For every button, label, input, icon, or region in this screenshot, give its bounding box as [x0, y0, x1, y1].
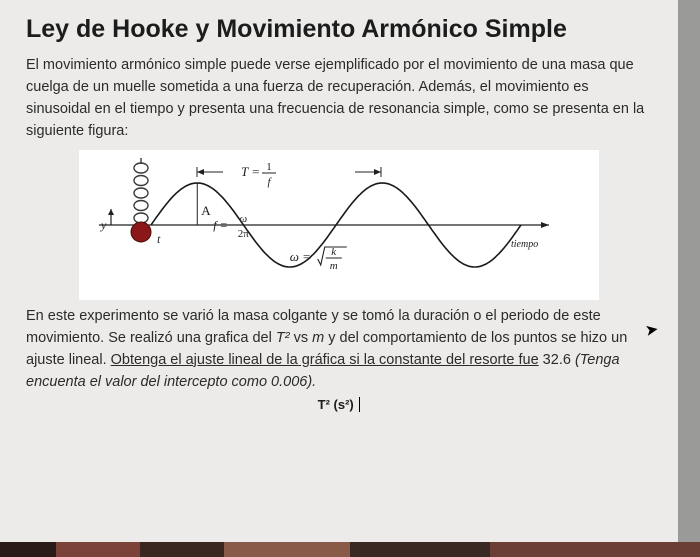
text: 32.6 — [539, 352, 575, 368]
svg-text:ω =: ω = — [290, 249, 311, 264]
svg-text:tiempo: tiempo — [511, 239, 538, 250]
task-underlined: Obtenga el ajuste lineal de la gráfica s… — [111, 352, 539, 368]
t2-s2-label: T² (s²) — [318, 397, 354, 412]
text: vs — [290, 330, 313, 346]
background-edge — [0, 542, 700, 557]
intro-paragraph: El movimiento armónico simple puede vers… — [26, 55, 652, 142]
column-header: T² (s²) — [26, 397, 652, 412]
svg-text:y: y — [100, 218, 107, 232]
svg-text:2π: 2π — [238, 228, 250, 240]
svg-text:1: 1 — [266, 161, 272, 173]
task-paragraph: En este experimento se varió la masa col… — [26, 306, 652, 393]
t-squared: T² — [276, 330, 290, 346]
svg-text:A: A — [201, 203, 211, 218]
mass-m: m — [312, 330, 324, 346]
svg-text:f =: f = — [213, 218, 227, 232]
svg-text:m: m — [330, 260, 338, 272]
document-page: Ley de Hooke y Movimiento Armónico Simpl… — [0, 0, 678, 542]
cursor-icon: ➤ — [643, 319, 660, 341]
figure-sinusoid: yAtT =1ff =ω2πω =kmtiempo — [79, 150, 599, 300]
page-title: Ley de Hooke y Movimiento Armónico Simpl… — [26, 14, 652, 45]
svg-text:T =: T = — [241, 164, 260, 179]
svg-text:ω: ω — [239, 213, 247, 225]
